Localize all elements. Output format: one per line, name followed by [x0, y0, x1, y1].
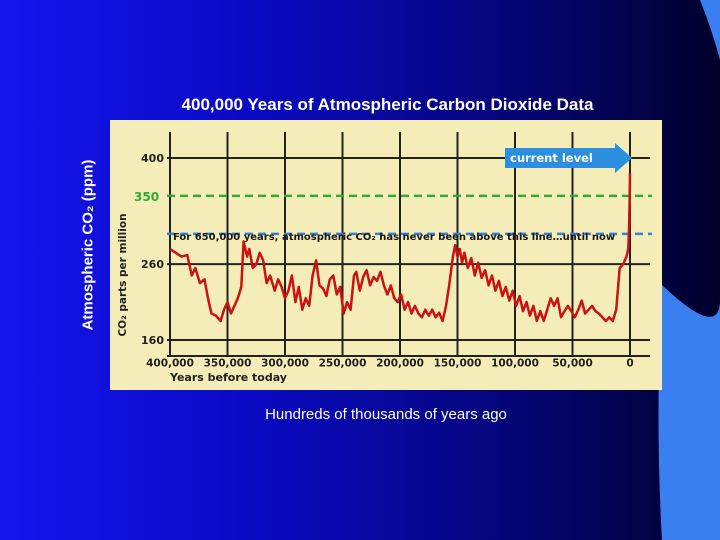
- threshold-note: For 650,000 years, atmospheric CO₂ has n…: [173, 232, 615, 243]
- x-tick-label: 250,000: [319, 357, 367, 369]
- y-side-label-text: Atmospheric CO₂ (ppm): [79, 159, 97, 331]
- x-tick-label: 0: [626, 357, 633, 369]
- top-right-swoosh: [700, 0, 720, 60]
- bottom-right-swoosh: [658, 285, 720, 540]
- x-tick-label: 300,000: [261, 357, 309, 369]
- x-tick-label: 150,000: [434, 357, 482, 369]
- y-tick-label: 160: [141, 334, 164, 347]
- current-level-arrow: [505, 143, 632, 173]
- slide-title: 400,000 Years of Atmospheric Carbon Diox…: [181, 95, 594, 114]
- current-level-label: current level: [510, 151, 593, 165]
- x-tick-label: 200,000: [376, 357, 424, 369]
- co2-chart: 400 260 160 400,000 350,000 300,000 250,000 200…: [117, 132, 652, 384]
- y-axis-title: CO₂ parts per million: [117, 213, 129, 336]
- threshold-label-350: 350: [134, 190, 159, 204]
- co2-series-line: [169, 173, 632, 323]
- x-tick-label: 400,000: [146, 357, 194, 369]
- x-tick-label: 50,000: [552, 357, 593, 369]
- chart-panel: 400 260 160 400,000 350,000 300,000 250,000 200…: [110, 120, 662, 390]
- bottom-caption: Hundreds of thousands of years ago: [265, 406, 507, 423]
- y-tick-label: 260: [141, 258, 164, 271]
- y-tick-label: 400: [141, 152, 164, 165]
- x-axis-title: Years before today: [169, 371, 287, 384]
- x-tick-label: 100,000: [491, 357, 539, 369]
- x-tick-label: 350,000: [204, 357, 252, 369]
